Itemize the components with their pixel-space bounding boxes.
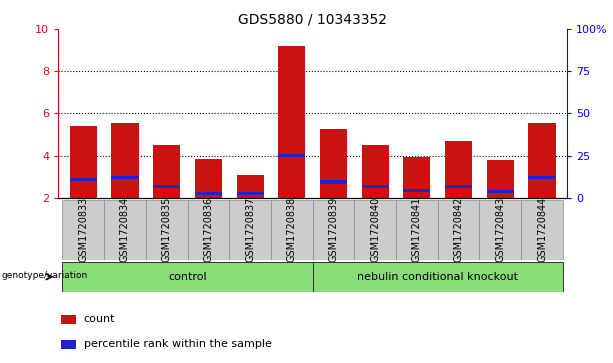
Text: GSM1720844: GSM1720844 bbox=[537, 197, 547, 262]
Text: GSM1720838: GSM1720838 bbox=[287, 197, 297, 262]
Bar bbox=[271, 200, 313, 260]
Bar bbox=[487, 190, 514, 193]
Bar bbox=[313, 262, 563, 291]
Text: GSM1720839: GSM1720839 bbox=[329, 197, 338, 262]
Bar bbox=[438, 200, 479, 260]
Bar bbox=[63, 262, 313, 291]
Bar bbox=[278, 46, 305, 198]
Bar bbox=[354, 200, 396, 260]
Bar bbox=[153, 145, 180, 198]
Bar bbox=[445, 141, 472, 198]
Bar bbox=[528, 123, 555, 198]
Bar bbox=[63, 200, 104, 260]
Bar bbox=[188, 200, 229, 260]
Bar bbox=[479, 200, 521, 260]
Bar bbox=[195, 159, 222, 198]
Bar bbox=[487, 160, 514, 198]
Bar bbox=[146, 200, 188, 260]
Bar bbox=[445, 185, 472, 188]
Text: GSM1720842: GSM1720842 bbox=[454, 197, 463, 262]
Bar bbox=[104, 200, 146, 260]
Text: GSM1720835: GSM1720835 bbox=[162, 197, 172, 262]
Bar bbox=[237, 192, 264, 195]
Bar bbox=[70, 126, 97, 198]
Bar bbox=[362, 185, 389, 188]
Bar bbox=[237, 175, 264, 198]
Bar bbox=[153, 185, 180, 188]
Bar bbox=[403, 189, 430, 192]
Text: genotype/variation: genotype/variation bbox=[1, 271, 88, 280]
Bar bbox=[195, 192, 222, 195]
Text: GSM1720837: GSM1720837 bbox=[245, 197, 255, 262]
Text: GSM1720841: GSM1720841 bbox=[412, 197, 422, 262]
Bar bbox=[112, 123, 139, 198]
Bar bbox=[362, 145, 389, 198]
Bar bbox=[70, 178, 97, 182]
Text: GSM1720833: GSM1720833 bbox=[78, 197, 88, 262]
Bar bbox=[112, 176, 139, 179]
Bar bbox=[313, 200, 354, 260]
Title: GDS5880 / 10343352: GDS5880 / 10343352 bbox=[238, 12, 387, 26]
Bar bbox=[278, 154, 305, 157]
Text: GSM1720840: GSM1720840 bbox=[370, 197, 380, 262]
Bar bbox=[61, 315, 76, 324]
Text: GSM1720843: GSM1720843 bbox=[495, 197, 505, 262]
Bar bbox=[229, 200, 271, 260]
Text: nebulin conditional knockout: nebulin conditional knockout bbox=[357, 272, 518, 282]
Bar bbox=[320, 129, 347, 198]
Bar bbox=[320, 180, 347, 184]
Text: control: control bbox=[168, 272, 207, 282]
Bar bbox=[61, 340, 76, 349]
Bar bbox=[528, 176, 555, 179]
Bar bbox=[521, 200, 563, 260]
Text: percentile rank within the sample: percentile rank within the sample bbox=[83, 339, 272, 348]
Text: GSM1720834: GSM1720834 bbox=[120, 197, 130, 262]
Text: GSM1720836: GSM1720836 bbox=[204, 197, 213, 262]
Text: count: count bbox=[83, 314, 115, 323]
Bar bbox=[403, 157, 430, 198]
Bar bbox=[396, 200, 438, 260]
